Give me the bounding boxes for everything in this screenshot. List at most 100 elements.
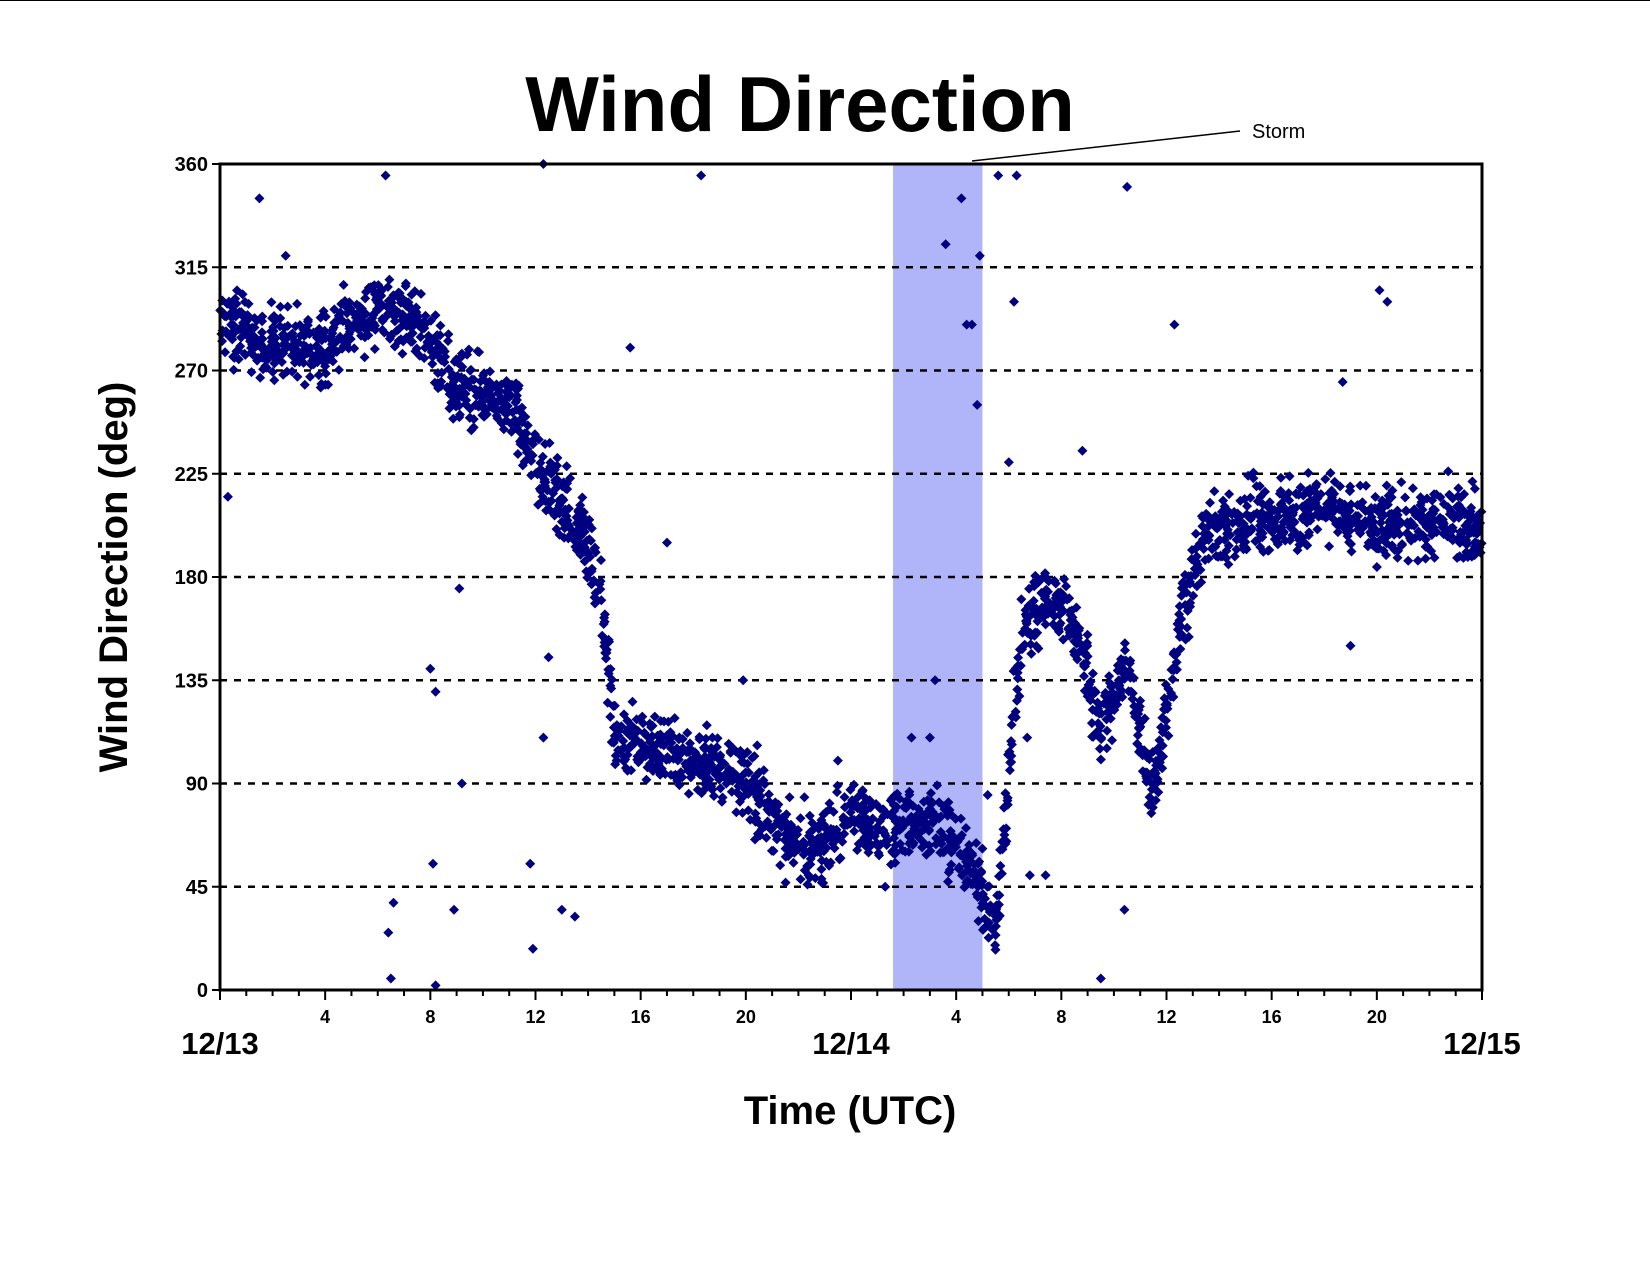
data-point — [224, 297, 235, 308]
data-point — [967, 879, 978, 890]
data-point — [290, 321, 301, 332]
data-point — [1447, 525, 1458, 536]
data-point — [1382, 296, 1393, 307]
data-point — [486, 402, 497, 413]
xtick-label-4: 4 — [320, 1007, 330, 1027]
data-point — [1417, 504, 1428, 515]
data-point — [618, 736, 629, 746]
data-point — [1213, 551, 1224, 562]
data-point — [711, 742, 722, 753]
data-point — [1134, 723, 1145, 734]
data-point — [1077, 445, 1088, 456]
data-point — [754, 767, 765, 778]
data-point — [818, 836, 829, 846]
data-point — [625, 342, 636, 353]
data-point — [1022, 628, 1033, 638]
data-point — [632, 726, 643, 737]
data-point — [839, 792, 850, 803]
data-point — [1153, 787, 1164, 798]
data-point — [961, 319, 972, 330]
data-point — [780, 877, 791, 888]
data-point — [798, 836, 809, 847]
data-point — [939, 831, 950, 842]
data-point — [930, 675, 941, 686]
data-point — [620, 763, 631, 773]
data-point — [952, 836, 963, 847]
data-point — [1324, 541, 1335, 552]
data-point — [397, 311, 408, 322]
data-point — [1454, 537, 1465, 548]
data-point — [1143, 799, 1154, 810]
data-point — [385, 331, 396, 342]
data-point — [875, 803, 886, 814]
x-axis-title: Time (UTC) — [744, 1089, 957, 1133]
data-point — [743, 789, 754, 799]
data-point — [904, 789, 915, 800]
data-point — [383, 927, 394, 938]
data-point — [651, 739, 662, 750]
data-point — [1245, 526, 1256, 537]
data-point — [1413, 526, 1424, 537]
data-point — [1016, 594, 1027, 605]
data-point — [924, 825, 934, 836]
data-point — [995, 844, 1006, 855]
data-point — [1303, 467, 1314, 478]
data-point — [1207, 544, 1218, 555]
data-point — [295, 330, 306, 341]
data-point — [781, 809, 792, 820]
data-point — [979, 899, 990, 910]
data-point — [320, 311, 331, 322]
data-point — [275, 301, 286, 312]
data-point — [1077, 641, 1088, 651]
data-point — [938, 801, 949, 812]
data-point — [1233, 518, 1244, 529]
data-point — [527, 943, 538, 954]
data-point — [1180, 569, 1190, 580]
data-point — [750, 816, 761, 827]
data-point — [1190, 570, 1201, 581]
data-point — [411, 343, 422, 354]
data-point — [312, 341, 323, 352]
data-point — [1024, 870, 1035, 881]
data-point — [333, 364, 344, 375]
data-point — [430, 310, 441, 321]
data-point — [610, 759, 621, 770]
data-point — [462, 349, 473, 360]
data-point — [393, 324, 404, 335]
data-point — [795, 813, 806, 824]
data-point — [1461, 547, 1472, 558]
data-point — [298, 340, 309, 351]
data-point — [616, 745, 627, 756]
data-point — [1320, 474, 1331, 485]
data-point — [925, 788, 936, 799]
data-point — [655, 729, 666, 740]
data-point — [1134, 715, 1145, 726]
data-point — [1310, 481, 1321, 492]
data-point — [738, 675, 749, 686]
data-point — [1069, 649, 1080, 660]
data-point — [638, 718, 649, 729]
data-point — [1054, 620, 1065, 631]
data-point — [1329, 476, 1340, 487]
data-point — [1127, 671, 1138, 682]
data-point — [563, 503, 574, 514]
data-point — [1011, 170, 1022, 181]
xtick-label-20: 20 — [736, 1007, 756, 1027]
data-point — [700, 733, 711, 744]
data-point — [533, 499, 544, 510]
data-point — [266, 297, 277, 308]
data-point — [1280, 535, 1291, 546]
data-point — [825, 823, 836, 834]
data-point — [1310, 502, 1321, 513]
data-point — [454, 583, 465, 594]
data-point — [1003, 457, 1014, 468]
data-point — [750, 834, 760, 845]
data-point — [360, 293, 371, 304]
data-point — [1009, 710, 1020, 721]
data-point — [977, 843, 988, 854]
data-point — [1096, 734, 1107, 745]
data-point — [1384, 529, 1395, 539]
data-point — [554, 504, 565, 515]
data-point — [545, 505, 556, 516]
